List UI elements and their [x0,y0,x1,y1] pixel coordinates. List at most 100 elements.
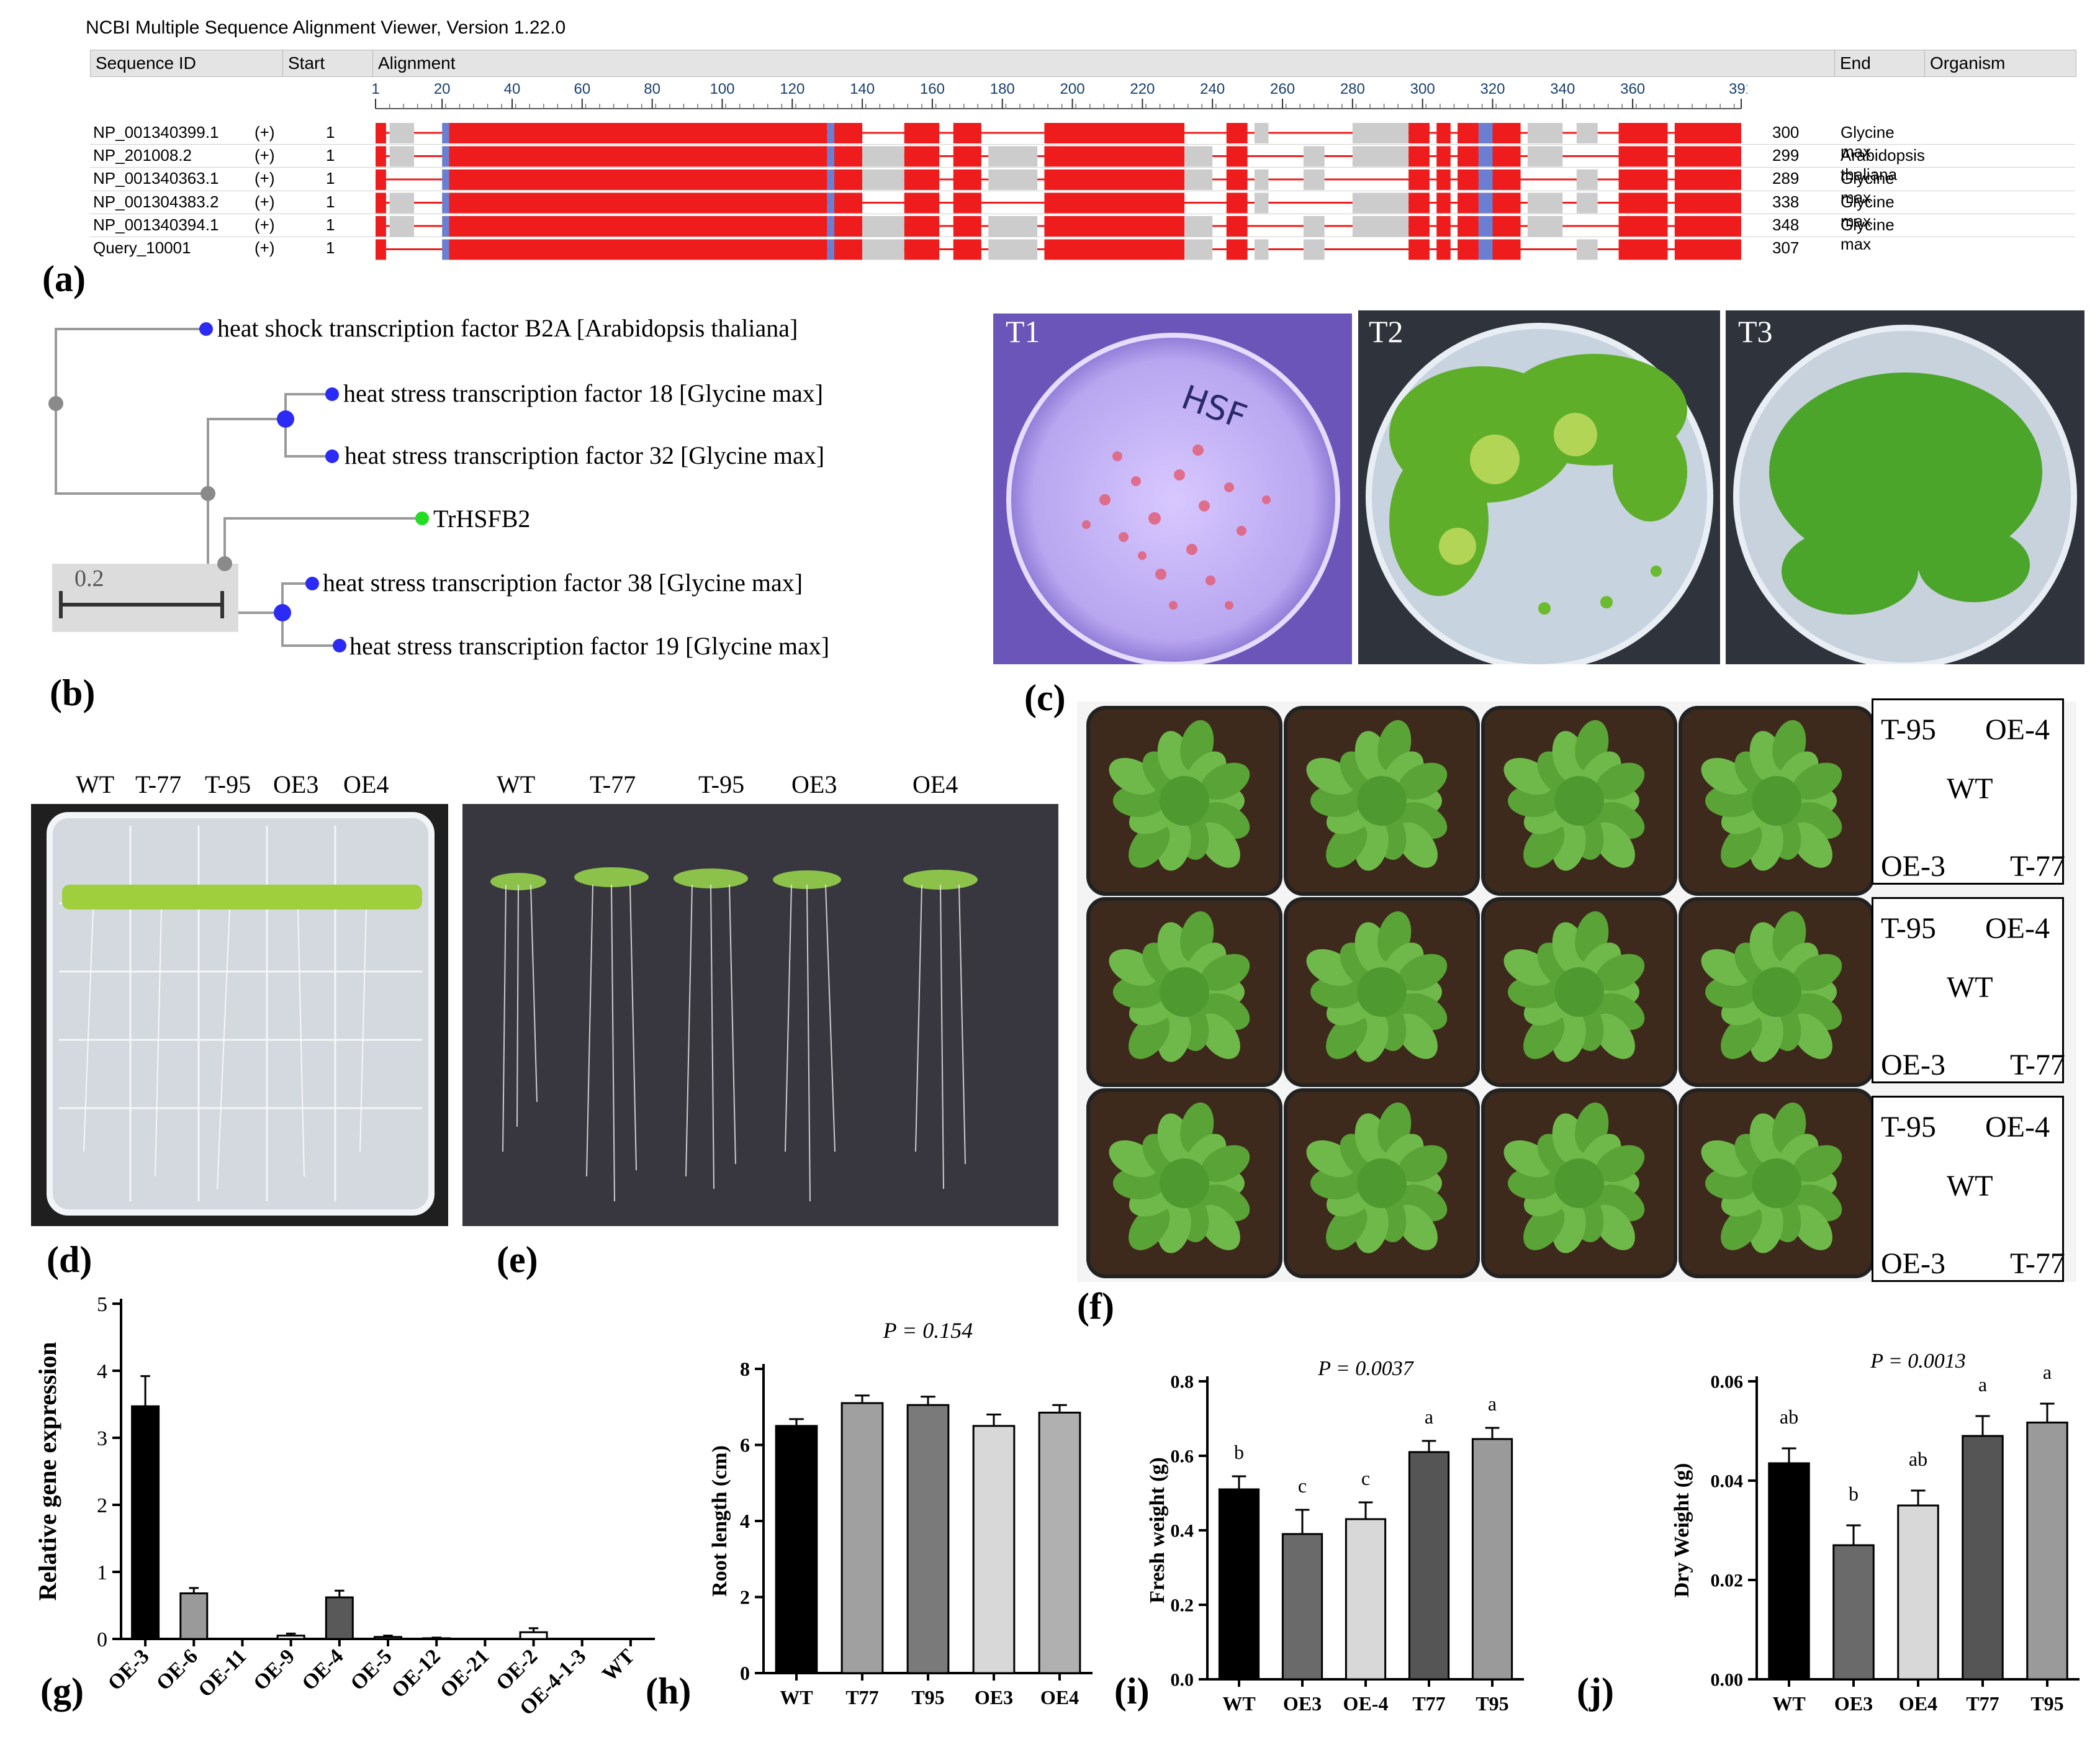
alignment-ruler: 1 20 40 60 80 100 120 140 160 180 200 220 240 260 280 3… [372,81,1747,109]
leaf-node-trhsfb2 [415,512,429,525]
bar [131,1405,160,1640]
alignment-row-track [376,239,1741,260]
msa-row-start: 1 [326,238,335,257]
msa-row-strand: (+) [255,215,275,234]
msa-row-strand: (+) [255,169,275,187]
y-tick-label: 0.4 [1171,1521,1194,1541]
header-alignment[interactable]: Alignment [373,50,1835,76]
y-tick-label: 0.06 [1711,1372,1744,1392]
tree-leaf-2: heat stress transcription factor 18 [Gly… [343,379,824,407]
leaf-node-6 [333,639,346,652]
rosette [1306,1102,1448,1253]
msa-row-organism: Glycine max [1841,123,1895,161]
chart-title: P = 0.0037 [1317,1357,1415,1380]
msa-row-end: 348 [1772,215,1800,234]
bar [1962,1435,2004,1681]
plate-photo-t3 [1726,310,2084,664]
ruler-tick-label: 180 [990,81,1015,97]
y-axis-label: Dry Weight (g) [1670,1463,1693,1598]
alignment-row-track [376,216,1741,237]
x-tick-label: WT [1222,1692,1255,1715]
x-tick-label: T77 [1966,1692,1999,1715]
d-label-wt: WT [76,770,115,798]
msa-row-end: 307 [1772,238,1800,257]
y-tick-label: 2 [97,1494,107,1517]
y-tick-label: 0.0 [1171,1670,1194,1690]
tree-node-inner-2 [217,556,232,571]
bar [775,1425,818,1674]
y-tick-label: 1 [97,1561,107,1584]
panel-label-b: (b) [50,672,96,713]
msa-row-id: NP_001340399.1 [93,123,219,142]
msa-row-id: Query_10001 [93,238,191,257]
ruler-tick-label: 200 [1060,81,1085,97]
layout-box-2: T-95 OE-4 WT OE-3 T-77 [1872,897,2065,1083]
y-tick-label: 8 [740,1358,750,1380]
bar [1218,1488,1260,1681]
header-sequence-id[interactable]: Sequence ID [91,50,283,76]
ruler-tick-label: 60 [574,81,590,97]
leaf-node-2 [325,387,339,401]
significance-letter: a [2043,1361,2052,1383]
ruler-tick-label: 20 [434,81,451,97]
leaf-node-1 [199,322,213,336]
x-tick-label: OE3 [1283,1692,1322,1715]
chart-i-fresh-weight: P = 0.0037 0.0 0.2 0.4 0.6 0.8 Fresh weight (g… [1146,1357,1524,1715]
bar [1345,1518,1387,1681]
tree-node-glycine-a [277,410,294,428]
panel-label-c: (c) [1024,677,1066,718]
layout-box-3: T-95 OE-4 WT OE-3 T-77 [1872,1096,2065,1282]
msa-row-organism: Glycine max [1841,169,1895,207]
leaf-node-3 [325,449,339,463]
rosette [1503,720,1645,871]
rosette [1503,911,1645,1062]
msa-row-start: 1 [326,192,335,211]
ruler-tick-label: 240 [1200,81,1225,97]
rosette [1306,911,1448,1062]
msa-viewer-title: NCBI Multiple Sequence Alignment Viewer,… [86,17,566,38]
e-label-t95: T-95 [698,770,745,798]
tree-leaf-6: heat stress transcription factor 19 [Gly… [349,632,830,660]
x-tick-label: T77 [845,1686,878,1708]
msa-row-strand: (+) [255,123,275,142]
y-axis-label: Root length (cm) [708,1445,731,1597]
header-start[interactable]: Start [283,50,373,76]
bar [1832,1544,1875,1681]
x-tick-label: T95 [1476,1692,1508,1715]
bar [374,1636,402,1640]
bar [1281,1533,1323,1681]
bar [1471,1438,1513,1681]
rosette [1109,911,1250,1062]
msa-row-separator [90,167,2075,168]
y-tick-label: 0 [740,1662,750,1684]
x-tick-label: WT [598,1645,639,1686]
significance-letter: a [1978,1373,1987,1396]
alignment-row-track [376,169,1741,190]
y-tick-label: 2 [740,1586,750,1609]
ruler-tick-label: 160 [920,81,945,97]
msa-row-id: NP_001304383.2 [93,192,219,211]
y-tick-label: 0.8 [1171,1372,1194,1392]
header-organism[interactable]: Organism [1930,53,2006,73]
significance-letter: b [1234,1441,1244,1463]
msa-header-bar: Sequence ID Start Alignment End Organism [90,50,2076,77]
significance-letter: a [1425,1406,1433,1428]
significance-letter: ab [1909,1448,1927,1470]
significance-letter: b [1849,1482,1859,1505]
bar [2026,1421,2068,1681]
scale-bar-box [52,564,238,632]
tree-node-root [48,396,63,411]
d-label-t77: T-77 [135,770,182,798]
x-tick-label: OE3 [1834,1692,1873,1715]
msa-row-start: 1 [326,123,335,142]
bar [519,1631,548,1640]
header-end[interactable]: End [1835,50,1925,76]
ruler-tick-label: 40 [504,81,521,97]
panel-label-i: (i) [1114,1671,1150,1712]
ruler-tick-label: 300 [1410,81,1435,97]
msa-row-start: 1 [326,215,335,234]
tree-node-glycine-b [274,604,291,621]
panel-label-h: (h) [646,1671,692,1712]
plate-label-t2: T2 [1369,314,1404,349]
y-tick-label: 3 [97,1427,107,1450]
